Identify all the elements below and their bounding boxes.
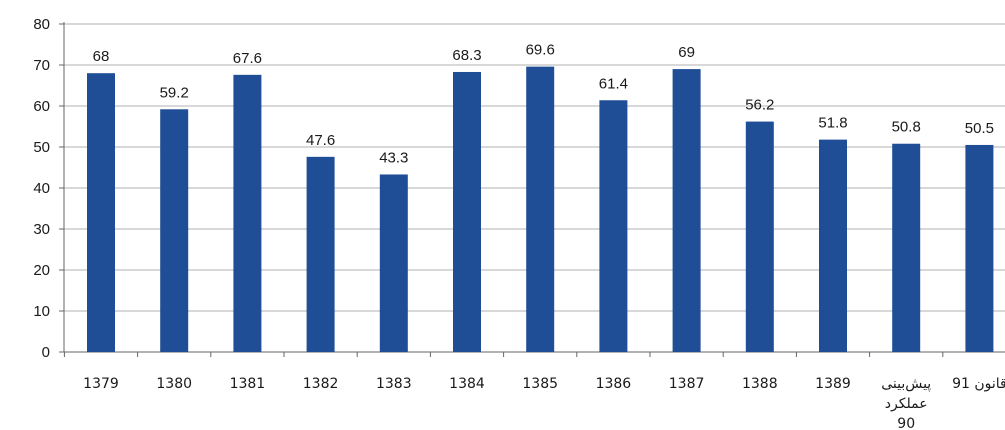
y-tick-label: 80 xyxy=(33,16,50,33)
category-label: 90 xyxy=(897,416,915,430)
category-label: قانون 91 xyxy=(952,376,1005,392)
data-label: 50.8 xyxy=(892,119,921,136)
bar xyxy=(233,74,262,352)
category-label: 1379 xyxy=(83,376,119,392)
bar xyxy=(453,71,481,352)
category-label: عملکرد xyxy=(885,396,928,412)
y-tick-label: 0 xyxy=(42,344,50,361)
y-tick-label: 10 xyxy=(33,303,50,320)
y-tick-label: 40 xyxy=(33,180,50,197)
data-label: 69 xyxy=(678,44,695,61)
bar xyxy=(819,139,847,352)
y-tick-label: 50 xyxy=(33,139,50,156)
data-label: 47.6 xyxy=(306,132,335,149)
data-label: 61.4 xyxy=(599,75,628,92)
bar xyxy=(892,143,921,352)
data-label: 69.6 xyxy=(526,42,555,59)
data-label: 50.5 xyxy=(965,120,994,137)
data-label: 59.2 xyxy=(160,84,189,101)
data-label: 68.3 xyxy=(452,47,481,64)
y-tick-label: 60 xyxy=(33,98,50,115)
bar xyxy=(599,100,628,352)
bar xyxy=(379,174,408,352)
data-label: 56.2 xyxy=(745,97,774,114)
y-tick-label: 20 xyxy=(33,262,50,279)
data-label: 68 xyxy=(93,48,110,65)
category-label: 1385 xyxy=(522,376,558,392)
data-label: 43.3 xyxy=(379,149,408,166)
bar xyxy=(160,109,189,352)
bar xyxy=(306,156,335,352)
category-label: 1383 xyxy=(376,376,412,392)
bar xyxy=(526,66,555,352)
bar xyxy=(672,69,701,352)
category-label: 1380 xyxy=(156,376,192,392)
bar xyxy=(965,144,994,352)
category-label: پیش‌بینی xyxy=(881,376,931,392)
category-label: 1387 xyxy=(669,376,705,392)
category-label: 1388 xyxy=(742,376,778,392)
data-label: 67.6 xyxy=(233,50,262,67)
category-label: 1381 xyxy=(230,376,266,392)
category-label: 1382 xyxy=(303,376,339,392)
bar xyxy=(745,121,774,352)
data-label: 51.8 xyxy=(818,115,847,132)
category-label: 1386 xyxy=(596,376,632,392)
bar xyxy=(87,73,115,352)
category-label: 1384 xyxy=(449,376,485,392)
y-tick-label: 70 xyxy=(33,57,50,74)
y-tick-label: 30 xyxy=(33,221,50,238)
category-label: 1389 xyxy=(815,376,851,392)
